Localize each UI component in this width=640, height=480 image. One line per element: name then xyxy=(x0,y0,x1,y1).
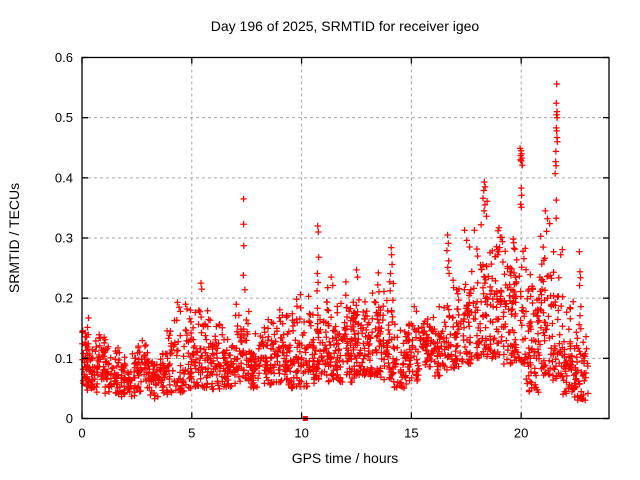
y-tick-label: 0.5 xyxy=(55,110,73,125)
plus-markers-path xyxy=(79,80,592,404)
y-tick-label: 0.1 xyxy=(55,351,73,366)
y-tick-label: 0.3 xyxy=(55,231,73,246)
x-tick-label: 0 xyxy=(78,426,85,441)
plot-border-and-ticks xyxy=(81,56,610,420)
y-tick-label: 0.4 xyxy=(55,170,73,185)
x-tick-label: 5 xyxy=(188,426,195,441)
x-tick-label: 20 xyxy=(514,426,528,441)
x-axis-label: GPS time / hours xyxy=(292,450,399,466)
y-axis-label: SRMTID / TECUs xyxy=(6,183,22,293)
x-tick-label: 10 xyxy=(294,426,308,441)
y-tick-label: 0.6 xyxy=(55,50,73,65)
y-tick-label: 0.2 xyxy=(55,291,73,306)
scatter-points xyxy=(79,80,592,404)
tick-labels: 0 5 10 15 20 0 0.1 0.2 0.3 0.4 0.5 0.6 xyxy=(55,50,528,441)
x-tick-label: 15 xyxy=(404,426,418,441)
chart-title: Day 196 of 2025, SRMTID for receiver ige… xyxy=(211,18,480,34)
y-tick-label: 0 xyxy=(66,411,73,426)
